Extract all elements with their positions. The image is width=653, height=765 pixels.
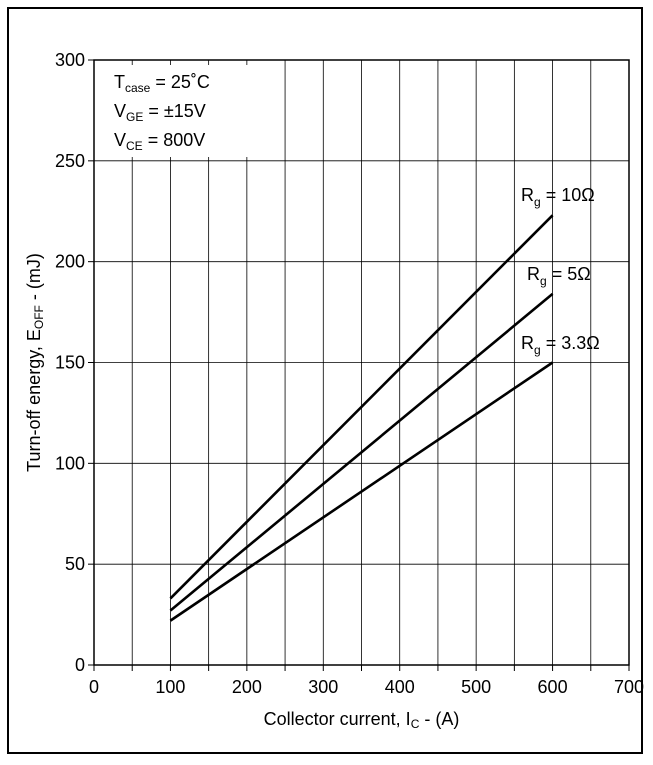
y-tick-labels: 0 50 100 150 200 250 300 (55, 50, 85, 675)
y-tick-label: 0 (75, 655, 85, 675)
series-labels: Rg = 10Ω Rg = 5Ω Rg = 3.3Ω (521, 185, 600, 357)
x-tick-label: 400 (385, 677, 415, 697)
plot-area (93, 59, 630, 666)
x-tick-label: 500 (461, 677, 491, 697)
x-tick-label: 300 (308, 677, 338, 697)
series-line (169, 361, 554, 622)
x-tick-label: 100 (155, 677, 185, 697)
series-label: Rg = 10Ω (521, 185, 595, 209)
x-tick-label: 200 (232, 677, 262, 697)
y-tick-label: 300 (55, 50, 85, 70)
condition-line: Tcase = 25˚C (114, 72, 210, 95)
x-tick-labels: 0 100 200 300 400 500 600 700 (89, 677, 644, 697)
x-tick-label: 700 (614, 677, 644, 697)
conditions-box (106, 65, 256, 157)
y-tick-label: 250 (55, 151, 85, 171)
conditions-text: Tcase = 25˚C VGE = ±15V VCE = 800V (114, 72, 210, 153)
condition-line: VCE = 800V (114, 130, 205, 153)
y-tick-label: 200 (55, 252, 85, 272)
series-line (169, 214, 554, 600)
y-tick-label: 50 (65, 554, 85, 574)
x-axis-label: Collector current, IC - (A) (264, 709, 460, 731)
x-tick-label: 600 (538, 677, 568, 697)
condition-line: VGE = ±15V (114, 101, 206, 124)
x-tick-label: 0 (89, 677, 99, 697)
y-tick-label: 100 (55, 453, 85, 473)
series-lines (169, 214, 554, 622)
series-label: Rg = 3.3Ω (521, 333, 600, 357)
y-axis-label: Turn-off energy, EOFF - (mJ) (24, 253, 46, 472)
series-line (169, 292, 554, 612)
series-label: Rg = 5Ω (527, 264, 591, 288)
y-tick-label: 150 (55, 353, 85, 373)
grid (88, 59, 630, 671)
